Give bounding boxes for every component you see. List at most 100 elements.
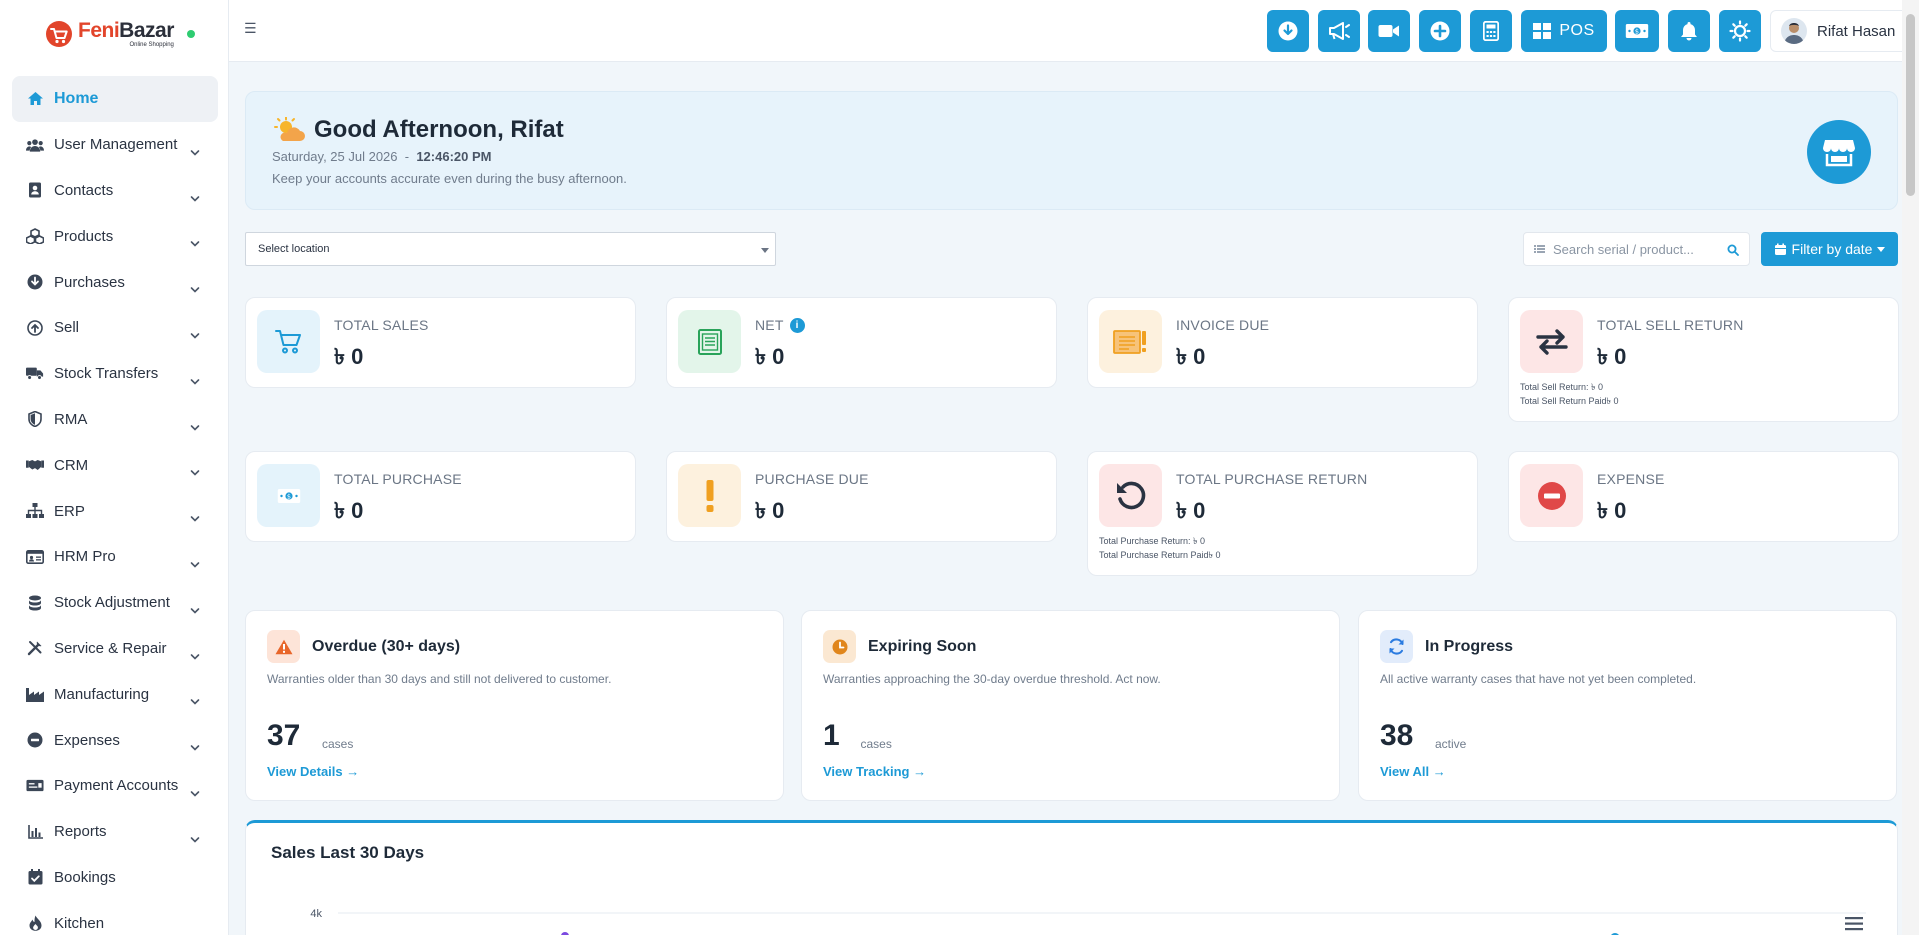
video-button[interactable] — [1368, 10, 1410, 52]
sidebar-item-stock-adjustment[interactable]: Stock Adjustment — [12, 580, 218, 626]
sidebar-item-erp[interactable]: ERP — [12, 488, 218, 534]
search-icon[interactable] — [1727, 244, 1739, 256]
warranty-link[interactable]: View Tracking → — [823, 764, 927, 779]
chevron-down-icon — [190, 470, 200, 477]
stat-card-expense[interactable]: EXPENSE ৳ 0 — [1508, 451, 1899, 542]
calculator-icon — [1483, 21, 1499, 41]
warranty-unit: active — [1435, 737, 1467, 751]
home-icon — [26, 90, 44, 108]
calendar-icon — [1774, 243, 1786, 255]
stat-card-purchase-due[interactable]: PURCHASE DUE ৳ 0 — [666, 451, 1057, 542]
sidebar: FeniBazar Online Shopping Home User Manag… — [0, 0, 229, 935]
stat-card-total-purchase-return[interactable]: TOTAL PURCHASE RETURN ৳ 0 Total Purchase R… — [1087, 451, 1478, 576]
megaphone-icon — [1328, 22, 1350, 40]
sidebar-item-label: User Management — [54, 136, 178, 154]
brand-logo[interactable]: FeniBazar Online Shopping — [44, 14, 204, 54]
minus-circle-icon — [1520, 464, 1583, 527]
info-icon[interactable]: i — [789, 317, 805, 333]
sidebar-item-kitchen[interactable]: Kitchen — [12, 900, 218, 935]
chevron-down-icon — [190, 836, 200, 843]
warranty-card-expiring-soon: Expiring Soon Warranties approaching the … — [801, 610, 1340, 801]
exclamation-icon — [678, 464, 741, 527]
top-bar — [229, 0, 1919, 62]
stat-card-net[interactable]: NET i ৳ 0 — [666, 297, 1057, 388]
sidebar-item-label: Payment Accounts — [54, 777, 179, 795]
sidebar-item-hrm-pro[interactable]: HRM Pro — [12, 534, 218, 580]
warranty-description: Warranties older than 30 days and still … — [267, 672, 612, 686]
sidebar-item-label: Stock Adjustment — [54, 594, 170, 612]
sidebar-item-manufacturing[interactable]: Manufacturing — [12, 671, 218, 717]
stat-card-total-sales[interactable]: TOTAL SALES ৳ 0 — [245, 297, 636, 388]
warranty-description: All active warranty cases that have not … — [1380, 672, 1697, 686]
page-scrollbar[interactable] — [1902, 0, 1919, 935]
chevron-down-icon — [190, 607, 200, 614]
stat-value: ৳ 0 — [334, 344, 364, 369]
cash-register-button[interactable]: $ — [1615, 10, 1659, 52]
chevron-down-icon — [190, 791, 200, 797]
warranty-count: 37 — [267, 719, 301, 752]
chevron-down-icon — [190, 653, 200, 660]
sidebar-item-rma[interactable]: RMA — [12, 397, 218, 443]
warranty-link[interactable]: View Details → — [267, 764, 360, 779]
sidebar-item-products[interactable]: Products — [12, 213, 218, 259]
user-menu-button[interactable]: Rifat Hasan — [1770, 10, 1908, 52]
exchange-icon — [1520, 310, 1583, 373]
store-icon — [1823, 140, 1855, 167]
sidebar-item-stock-transfers[interactable]: Stock Transfers — [12, 351, 218, 397]
sidebar-item-home[interactable]: Home — [12, 76, 218, 122]
filter-by-date-button[interactable]: Filter by date — [1761, 232, 1898, 266]
calculator-button[interactable] — [1470, 10, 1512, 52]
stat-label: INVOICE DUE — [1176, 317, 1270, 333]
greeting-card: Good Afternoon, Rifat Saturday, 25 Jul 2… — [245, 91, 1898, 210]
sidebar-item-label: HRM Pro — [54, 548, 116, 566]
chevron-down-icon — [190, 745, 200, 751]
brand-name: FeniBazar — [78, 19, 174, 42]
settings-button[interactable] — [1719, 10, 1761, 52]
sidebar-item-payment-accounts[interactable]: Payment Accounts — [12, 763, 218, 809]
money-bill-icon: $ — [257, 464, 320, 527]
stat-card-total-purchase[interactable]: $ TOTAL PURCHASE ৳ 0 — [245, 451, 636, 542]
sidebar-item-service-and-repair[interactable]: Service & Repair — [12, 626, 218, 672]
sidebar-item-label: Expenses — [54, 731, 120, 749]
sidebar-item-sell[interactable]: Sell — [12, 305, 218, 351]
stat-card-total-sell-return[interactable]: TOTAL SELL RETURN ৳ 0 Total Sell Return: ৳… — [1508, 297, 1899, 422]
sidebar-item-label: Contacts — [54, 181, 114, 199]
sidebar-item-crm[interactable]: CRM — [12, 442, 218, 488]
stat-label: TOTAL SALES — [334, 317, 429, 333]
sync-icon — [1380, 630, 1413, 663]
chart-y-tick-label: 4k — [310, 908, 322, 920]
store-button[interactable] — [1807, 120, 1871, 184]
sidebar-item-bookings[interactable]: Bookings — [12, 855, 218, 901]
stat-value: ৳ 0 — [755, 344, 785, 369]
database-icon — [26, 594, 44, 612]
stat-value: ৳ 0 — [755, 498, 785, 523]
sidebar-item-expenses[interactable]: Expenses — [12, 717, 218, 763]
download-button[interactable] — [1267, 10, 1309, 52]
notifications-button[interactable] — [1668, 10, 1710, 52]
sidebar-item-label: ERP — [54, 502, 85, 520]
warranty-card-in-progress: In Progress All active warranty cases tha… — [1358, 610, 1897, 801]
sidebar-item-label: Reports — [54, 823, 107, 841]
warranty-description: Warranties approaching the 30-day overdu… — [823, 672, 1161, 686]
search-box — [1523, 232, 1750, 266]
announcement-button[interactable] — [1318, 10, 1360, 52]
scrollbar-thumb[interactable] — [1906, 14, 1915, 196]
pos-button[interactable]: POS — [1521, 10, 1607, 52]
warranty-link[interactable]: View All → — [1380, 764, 1446, 779]
stat-card-invoice-due[interactable]: INVOICE DUE ৳ 0 — [1087, 297, 1478, 388]
add-button[interactable] — [1419, 10, 1461, 52]
clock-icon — [823, 630, 856, 663]
users-icon — [26, 136, 44, 154]
bar-chart-icon — [26, 823, 44, 841]
sidebar-toggle-button[interactable]: ☰ — [244, 20, 257, 36]
chart-menu-icon[interactable] — [1845, 917, 1863, 931]
chart-data-point[interactable] — [561, 932, 569, 935]
sidebar-item-contacts[interactable]: Contacts — [12, 168, 218, 214]
search-input[interactable] — [1553, 241, 1713, 257]
sidebar-item-user-management[interactable]: User Management — [12, 122, 218, 168]
sidebar-item-reports[interactable]: Reports — [12, 809, 218, 855]
avatar — [1781, 18, 1807, 44]
warranty-count: 38 — [1380, 719, 1414, 752]
sidebar-item-purchases[interactable]: Purchases — [12, 259, 218, 305]
location-select[interactable]: Select location — [245, 232, 776, 266]
